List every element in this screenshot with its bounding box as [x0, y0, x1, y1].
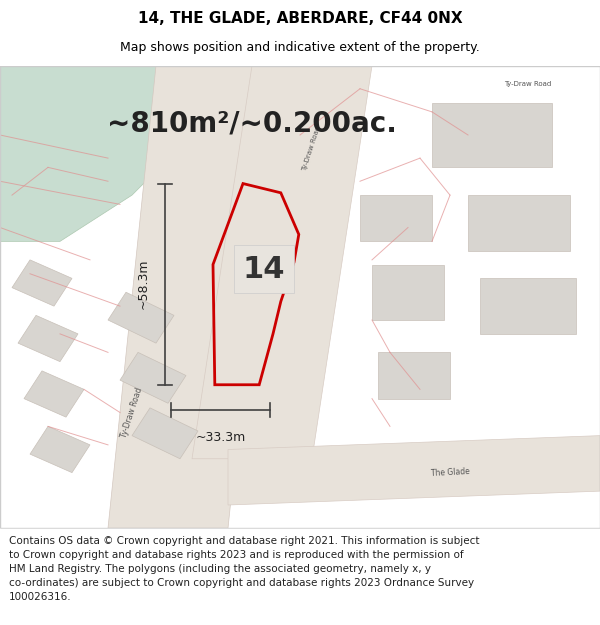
- Polygon shape: [120, 352, 186, 403]
- Text: Map shows position and indicative extent of the property.: Map shows position and indicative extent…: [120, 41, 480, 54]
- Text: ~58.3m: ~58.3m: [137, 259, 150, 309]
- Polygon shape: [132, 408, 198, 459]
- Polygon shape: [432, 102, 552, 168]
- Polygon shape: [18, 316, 78, 362]
- Text: Ty-Draw Road: Ty-Draw Road: [505, 81, 551, 87]
- Polygon shape: [0, 66, 192, 241]
- Polygon shape: [192, 66, 372, 459]
- Polygon shape: [468, 195, 570, 251]
- Text: Ty-Draw Road: Ty-Draw Road: [302, 126, 322, 173]
- Polygon shape: [30, 426, 90, 472]
- Text: Ty-Draw Road: Ty-Draw Road: [119, 386, 145, 439]
- Polygon shape: [378, 352, 450, 399]
- Text: 14, THE GLADE, ABERDARE, CF44 0NX: 14, THE GLADE, ABERDARE, CF44 0NX: [137, 11, 463, 26]
- Polygon shape: [360, 195, 432, 241]
- Polygon shape: [12, 260, 72, 306]
- Text: ~33.3m: ~33.3m: [196, 431, 245, 444]
- Polygon shape: [24, 371, 84, 417]
- Polygon shape: [108, 66, 276, 528]
- Text: Contains OS data © Crown copyright and database right 2021. This information is : Contains OS data © Crown copyright and d…: [9, 536, 479, 602]
- Polygon shape: [372, 264, 444, 320]
- Text: 14: 14: [243, 254, 285, 284]
- Text: The Glade: The Glade: [430, 467, 470, 478]
- Polygon shape: [480, 278, 576, 334]
- Text: ~810m²/~0.200ac.: ~810m²/~0.200ac.: [107, 109, 397, 138]
- Polygon shape: [228, 436, 600, 505]
- Polygon shape: [108, 292, 174, 343]
